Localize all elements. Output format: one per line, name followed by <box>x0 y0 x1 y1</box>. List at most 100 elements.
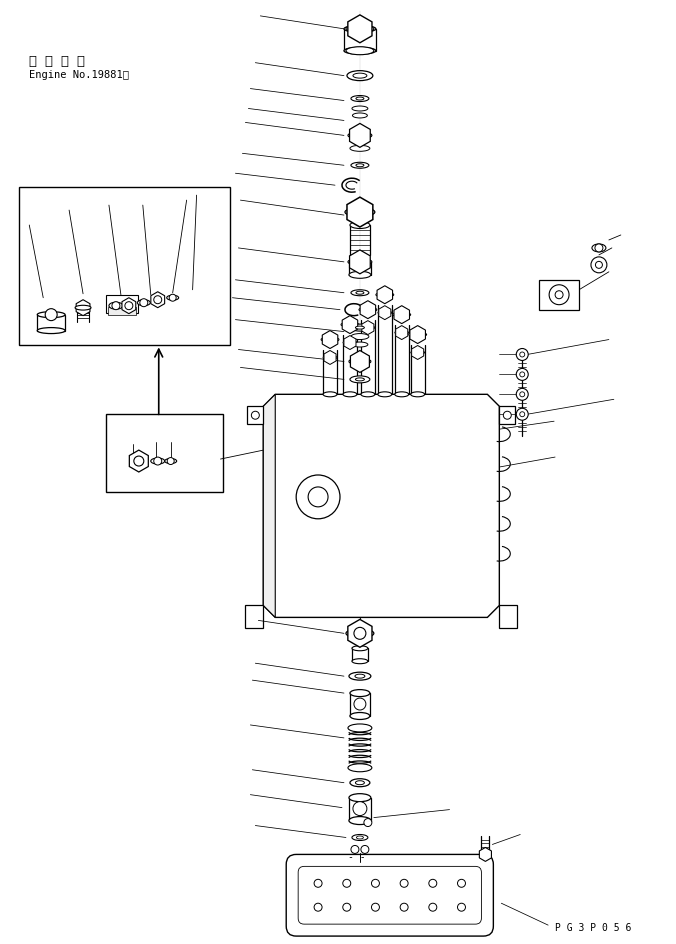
Ellipse shape <box>323 356 337 360</box>
Ellipse shape <box>346 630 374 638</box>
Circle shape <box>520 393 525 397</box>
Circle shape <box>169 295 176 302</box>
Text: P G 3 P 0 5 6: P G 3 P 0 5 6 <box>555 922 631 932</box>
Ellipse shape <box>352 834 368 840</box>
Ellipse shape <box>350 713 370 719</box>
Ellipse shape <box>350 779 370 787</box>
Circle shape <box>125 302 133 311</box>
Circle shape <box>361 846 369 853</box>
Ellipse shape <box>411 393 425 397</box>
Polygon shape <box>412 346 424 360</box>
Circle shape <box>308 487 328 507</box>
Ellipse shape <box>75 306 91 311</box>
Polygon shape <box>349 125 370 148</box>
Circle shape <box>364 818 372 827</box>
Ellipse shape <box>378 312 392 315</box>
Polygon shape <box>350 351 369 373</box>
Ellipse shape <box>353 74 367 79</box>
Bar <box>344 30 376 52</box>
Polygon shape <box>347 198 373 228</box>
Ellipse shape <box>393 312 411 318</box>
Ellipse shape <box>167 295 178 301</box>
Ellipse shape <box>361 327 375 330</box>
Ellipse shape <box>350 325 370 331</box>
Ellipse shape <box>349 794 371 801</box>
Polygon shape <box>245 606 264 629</box>
Circle shape <box>595 244 603 253</box>
Ellipse shape <box>348 259 372 266</box>
Circle shape <box>516 389 528 401</box>
Text: - -: - - <box>348 851 366 862</box>
Ellipse shape <box>348 724 372 733</box>
Circle shape <box>351 846 359 853</box>
Circle shape <box>314 880 322 887</box>
Ellipse shape <box>351 163 369 169</box>
Ellipse shape <box>341 323 359 328</box>
Ellipse shape <box>352 107 368 112</box>
Ellipse shape <box>356 836 364 839</box>
Ellipse shape <box>346 48 374 56</box>
Text: 適 用 号 機: 適 用 号 機 <box>29 55 85 68</box>
Circle shape <box>400 880 408 887</box>
Circle shape <box>140 299 148 308</box>
Polygon shape <box>342 316 358 334</box>
Circle shape <box>400 903 408 911</box>
Ellipse shape <box>165 459 176 464</box>
Ellipse shape <box>346 25 374 34</box>
Polygon shape <box>377 286 393 304</box>
Ellipse shape <box>356 98 364 101</box>
Circle shape <box>251 412 260 420</box>
Text: Engine No.19881～: Engine No.19881～ <box>29 70 129 79</box>
Ellipse shape <box>349 272 371 279</box>
Ellipse shape <box>352 659 368 664</box>
Circle shape <box>516 369 528 381</box>
Ellipse shape <box>151 459 165 464</box>
Polygon shape <box>264 395 275 617</box>
Ellipse shape <box>343 393 357 397</box>
Ellipse shape <box>109 303 123 310</box>
Ellipse shape <box>351 96 369 102</box>
Ellipse shape <box>395 331 409 335</box>
Circle shape <box>354 628 366 640</box>
Circle shape <box>516 409 528 421</box>
Ellipse shape <box>355 674 365 679</box>
Circle shape <box>343 903 351 911</box>
Circle shape <box>504 412 511 420</box>
Circle shape <box>591 258 607 274</box>
Circle shape <box>371 903 379 911</box>
Circle shape <box>429 903 437 911</box>
Ellipse shape <box>359 308 377 312</box>
Circle shape <box>520 353 525 358</box>
Ellipse shape <box>344 48 376 55</box>
Ellipse shape <box>352 114 367 119</box>
Polygon shape <box>360 301 376 319</box>
Circle shape <box>516 349 528 361</box>
Ellipse shape <box>345 209 375 217</box>
Ellipse shape <box>137 300 150 307</box>
Polygon shape <box>264 395 500 617</box>
Ellipse shape <box>356 379 364 381</box>
Ellipse shape <box>349 359 371 365</box>
Polygon shape <box>348 16 372 43</box>
Polygon shape <box>324 351 336 365</box>
Polygon shape <box>349 251 370 275</box>
Circle shape <box>167 458 174 465</box>
Bar <box>20 188 231 346</box>
Polygon shape <box>76 300 90 316</box>
Ellipse shape <box>348 764 372 772</box>
Ellipse shape <box>323 393 337 397</box>
Circle shape <box>429 880 437 887</box>
Bar <box>106 295 138 313</box>
Ellipse shape <box>37 329 65 334</box>
Bar <box>37 315 65 331</box>
Ellipse shape <box>352 646 368 651</box>
Polygon shape <box>322 331 338 349</box>
Circle shape <box>134 457 144 466</box>
Ellipse shape <box>356 781 364 784</box>
Polygon shape <box>539 280 579 311</box>
Circle shape <box>354 699 366 710</box>
Circle shape <box>296 476 340 519</box>
Polygon shape <box>379 307 391 320</box>
Circle shape <box>314 903 322 911</box>
Polygon shape <box>151 293 165 309</box>
